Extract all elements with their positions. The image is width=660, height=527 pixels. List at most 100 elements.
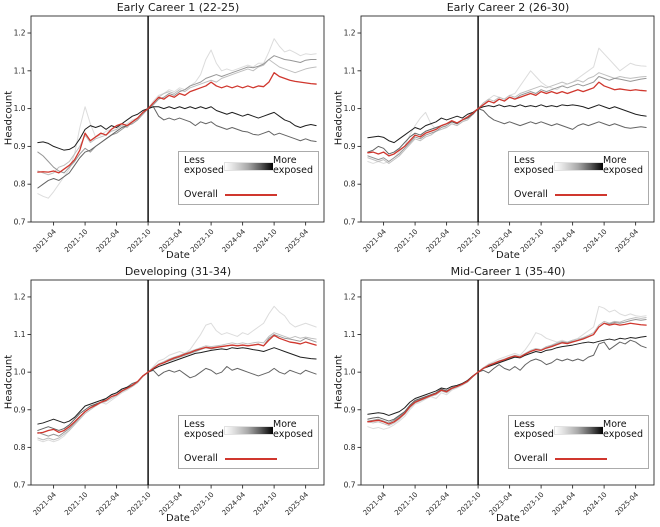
y-tick-label: 0.9: [344, 405, 356, 414]
y-tick-label: 0.7: [344, 481, 356, 490]
y-tick-label: 1.1: [344, 330, 356, 339]
y-tick-label: 1.1: [14, 66, 26, 75]
subplot-developing: 0.7 0.8 0.9 1.0 1.1 1.2 2021-04 2021-10 2022-04 2…: [0, 264, 330, 527]
series-line-exposure-quintile-5-most: [37, 106, 317, 151]
legend-gradient-row: Less exposed More exposed: [514, 419, 643, 441]
exposure-gradient-swatch: [553, 425, 604, 435]
y-tick-label: 0.9: [14, 405, 26, 414]
overall-line-swatch: [555, 457, 607, 460]
series-line-exposure-quintile-1-least: [37, 38, 317, 199]
y-tick-label: 0.9: [344, 142, 356, 151]
subplot-title: Early Career 2 (26-30): [446, 1, 570, 14]
series-line-exposure-quintile-4: [37, 366, 317, 431]
legend-overall-label: Overall: [184, 452, 218, 464]
legend: Less exposed More exposed Overall: [178, 151, 319, 205]
y-tick-label: 1.0: [344, 368, 356, 377]
axes-frame: [360, 15, 655, 223]
y-tick-label: 1.2: [344, 292, 356, 301]
series-line-exposure-quintile-2: [37, 332, 317, 441]
subplot-title: Mid-Career 1 (35-40): [450, 265, 566, 278]
series-line-exposure-quintile-3: [367, 75, 647, 163]
legend-less-exposed-label: Less exposed: [514, 419, 554, 441]
legend-gradient-row: Less exposed More exposed: [184, 419, 313, 441]
subplot-title: Developing (31-34): [124, 265, 232, 278]
legend: Less exposed More exposed Overall: [178, 415, 319, 469]
x-axis-label: Date: [166, 250, 190, 261]
overall-line-swatch: [225, 193, 277, 196]
series-line-exposure-quintile-5-most: [367, 104, 647, 144]
y-tick-label: 0.7: [344, 218, 356, 227]
legend-gradient-row: Less exposed More exposed: [184, 155, 313, 177]
overall-line-swatch: [225, 457, 277, 460]
y-tick-label: 1.2: [14, 292, 26, 301]
legend-less-exposed-label: Less exposed: [184, 419, 224, 441]
y-tick-label: 0.8: [344, 443, 356, 452]
x-axis-label: Date: [496, 250, 520, 261]
legend-overall-row: Overall: [514, 452, 643, 464]
legend-more-exposed-label: More exposed: [273, 419, 313, 441]
y-tick-label: 1.1: [344, 66, 356, 75]
y-tick-label: 0.7: [14, 218, 26, 227]
subplot-early-career-1: 0.7 0.8 0.9 1.0 1.1 1.2 2021-04 2021-10 2022-04 2…: [0, 0, 330, 264]
subplot-mid-career-1: 0.7 0.8 0.9 1.0 1.1 1.2 2021-04 2021-10 2022-04 2…: [330, 264, 660, 527]
y-tick-label: 0.8: [14, 180, 26, 189]
series-line-exposure-quintile-1-least: [367, 305, 647, 430]
y-axis-label: Headcount: [333, 90, 345, 146]
series-line-overall: [367, 322, 647, 425]
series-line-exposure-quintile-2: [367, 72, 647, 164]
y-tick-label: 1.0: [14, 104, 26, 113]
legend-overall-label: Overall: [514, 188, 548, 200]
series-line-exposure-quintile-4: [367, 108, 647, 155]
legend-less-exposed-label: Less exposed: [514, 155, 554, 177]
y-tick-label: 0.9: [14, 142, 26, 151]
x-axis-label: Date: [496, 513, 520, 524]
axes-frame: [360, 279, 655, 486]
axes-frame: [30, 15, 325, 223]
y-tick-label: 0.8: [14, 443, 26, 452]
y-tick-label: 0.8: [344, 180, 356, 189]
y-tick-label: 1.2: [344, 29, 356, 38]
exposure-gradient-swatch: [223, 425, 274, 435]
legend-overall-label: Overall: [184, 188, 218, 200]
y-axis-label: Headcount: [3, 354, 15, 410]
legend-gradient-row: Less exposed More exposed: [514, 155, 643, 177]
series-line-exposure-quintile-5-most: [367, 335, 647, 416]
x-axis-label: Date: [166, 513, 190, 524]
legend-less-exposed-label: Less exposed: [184, 155, 224, 177]
legend-overall-label: Overall: [514, 452, 548, 464]
axes-frame: [30, 279, 325, 486]
y-tick-label: 1.0: [344, 104, 356, 113]
series-line-overall: [367, 81, 647, 157]
subplot-early-career-2: 0.7 0.8 0.9 1.0 1.1 1.2 2021-04 2021-10 2022-04 2…: [330, 0, 660, 264]
series-line-overall: [37, 334, 317, 434]
legend: Less exposed More exposed Overall: [508, 151, 649, 205]
exposure-gradient-swatch: [553, 161, 604, 171]
legend-more-exposed-label: More exposed: [603, 155, 643, 177]
series-line-overall: [37, 72, 317, 174]
legend-overall-row: Overall: [184, 188, 313, 200]
overall-line-swatch: [555, 193, 607, 196]
y-axis-label: Headcount: [333, 354, 345, 410]
series-line-exposure-quintile-5-most: [37, 347, 317, 425]
legend-more-exposed-label: More exposed: [273, 155, 313, 177]
legend-overall-row: Overall: [184, 452, 313, 464]
y-tick-label: 0.7: [14, 481, 26, 490]
y-tick-label: 1.1: [14, 330, 26, 339]
legend-more-exposed-label: More exposed: [603, 419, 643, 441]
series-line-exposure-quintile-3: [37, 55, 317, 174]
series-line-exposure-quintile-4: [37, 106, 317, 189]
subplot-title: Early Career 1 (22-25): [116, 1, 240, 14]
exposure-gradient-swatch: [223, 161, 274, 171]
y-tick-label: 1.2: [14, 29, 26, 38]
series-line-exposure-quintile-4: [367, 339, 647, 422]
legend-overall-row: Overall: [514, 188, 643, 200]
y-axis-label: Headcount: [3, 90, 15, 146]
y-tick-label: 1.0: [14, 368, 26, 377]
legend: Less exposed More exposed Overall: [508, 415, 649, 469]
